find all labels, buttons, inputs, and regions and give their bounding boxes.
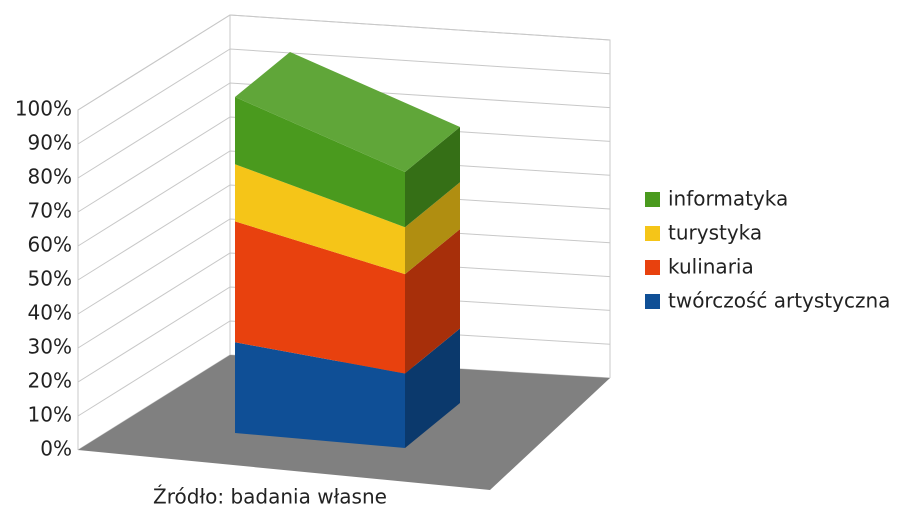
- legend-swatch: [645, 294, 660, 309]
- bar-front: [235, 164, 405, 275]
- legend-swatch: [645, 260, 660, 275]
- bar-top: [235, 52, 460, 172]
- y-tick-label: 80%: [28, 165, 72, 189]
- y-tick-label: 90%: [28, 131, 72, 155]
- legend-label: twórczość artystyczna: [668, 289, 890, 313]
- bar-segment: [235, 328, 460, 448]
- bar-front: [235, 97, 405, 228]
- bar-side: [405, 127, 460, 228]
- legend-swatch: [645, 192, 660, 207]
- y-tick-label: 10%: [28, 403, 72, 427]
- y-tick-label: 20%: [28, 369, 72, 393]
- bar-side: [405, 182, 460, 275]
- bar-side: [405, 328, 460, 448]
- bar-side: [405, 229, 460, 374]
- legend-label: kulinaria: [668, 255, 754, 279]
- legend-label: informatyka: [668, 187, 788, 211]
- bar-front: [235, 342, 405, 448]
- y-tick-label: 30%: [28, 335, 72, 359]
- bar-segment: [235, 52, 460, 228]
- y-tick-label: 0%: [40, 437, 72, 461]
- y-tick-label: 50%: [28, 267, 72, 291]
- bar-segment: [235, 221, 460, 374]
- legend-label: turystyka: [668, 221, 762, 245]
- y-tick-label: 70%: [28, 199, 72, 223]
- legend-swatch: [645, 226, 660, 241]
- bar-front: [235, 221, 405, 374]
- bar-segment: [235, 164, 460, 275]
- y-tick-label: 40%: [28, 301, 72, 325]
- x-tick-label: Źródło: badania własne: [153, 485, 387, 509]
- y-tick-label: 100%: [15, 97, 72, 121]
- y-tick-label: 60%: [28, 233, 72, 257]
